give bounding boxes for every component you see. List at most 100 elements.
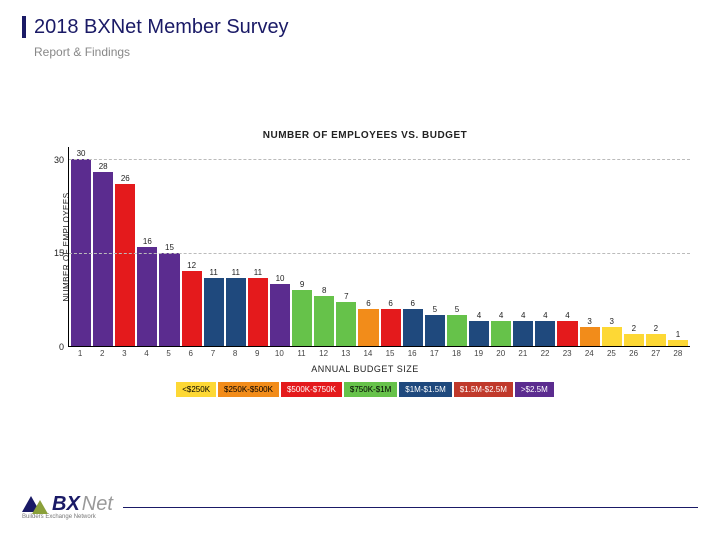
x-tick: 26 <box>624 349 644 358</box>
bar-value-label: 8 <box>322 286 326 295</box>
bar-column: 28 <box>93 147 113 346</box>
x-tick: 5 <box>159 349 179 358</box>
bar-column: 8 <box>314 147 334 346</box>
x-tick: 2 <box>92 349 112 358</box>
x-tick: 27 <box>646 349 666 358</box>
bar <box>624 334 644 346</box>
page-title: 2018 BXNet Member Survey <box>34 16 698 39</box>
bar <box>491 321 511 346</box>
bar-column: 12 <box>182 147 202 346</box>
bar-column: 6 <box>403 147 423 346</box>
gridline <box>69 253 690 254</box>
bar-value-label: 3 <box>587 317 591 326</box>
x-tick: 11 <box>291 349 311 358</box>
bar-column: 26 <box>115 147 135 346</box>
x-tick: 13 <box>336 349 356 358</box>
bars-container: 30282616151211111110987666554444433221 <box>69 147 690 346</box>
bar <box>204 278 224 346</box>
bar <box>93 172 113 346</box>
logo-text-secondary: Net <box>82 493 113 516</box>
bar-column: 11 <box>226 147 246 346</box>
legend-item: >$2.5M <box>515 382 554 397</box>
bar-value-label: 4 <box>565 311 569 320</box>
bar-value-label: 5 <box>433 305 437 314</box>
bar-value-label: 6 <box>388 299 392 308</box>
bar-value-label: 4 <box>499 311 503 320</box>
y-tick: 15 <box>54 248 64 258</box>
x-tick: 6 <box>181 349 201 358</box>
bar-value-label: 11 <box>232 268 240 277</box>
bar-value-label: 9 <box>300 280 304 289</box>
bar <box>248 278 268 346</box>
x-tick: 3 <box>114 349 134 358</box>
legend: <$250K$250K-$500K$500K-$750K$750K-$1M$1M… <box>40 382 690 397</box>
plot-area: NUMBER OF EMPLOYEES 01530 30282616151211… <box>40 147 690 347</box>
x-tick: 19 <box>469 349 489 358</box>
legend-item: $1M-$1.5M <box>399 382 451 397</box>
accent-bar <box>22 16 26 38</box>
bar-column: 11 <box>204 147 224 346</box>
x-tick: 25 <box>601 349 621 358</box>
bar-column: 3 <box>580 147 600 346</box>
x-tick: 10 <box>269 349 289 358</box>
bar-value-label: 6 <box>366 299 370 308</box>
bar-value-label: 30 <box>77 149 86 158</box>
bar-column: 5 <box>425 147 445 346</box>
x-axis-label: ANNUAL BUDGET SIZE <box>40 364 690 374</box>
bar <box>469 321 489 346</box>
x-tick: 8 <box>225 349 245 358</box>
bar <box>226 278 246 346</box>
bar-value-label: 4 <box>477 311 481 320</box>
bar-value-label: 4 <box>521 311 525 320</box>
x-tick: 23 <box>557 349 577 358</box>
bar <box>358 309 378 346</box>
x-tick: 22 <box>535 349 555 358</box>
bar <box>159 253 179 346</box>
legend-item: $750K-$1M <box>344 382 397 397</box>
bar-value-label: 3 <box>609 317 613 326</box>
bar <box>381 309 401 346</box>
legend-item: $250K-$500K <box>218 382 279 397</box>
bar-value-label: 16 <box>143 237 152 246</box>
bar <box>557 321 577 346</box>
bar <box>270 284 290 346</box>
x-tick: 7 <box>203 349 223 358</box>
plot: 30282616151211111110987666554444433221 <box>68 147 690 347</box>
bar-column: 6 <box>358 147 378 346</box>
x-tick: 21 <box>513 349 533 358</box>
bar-value-label: 4 <box>543 311 547 320</box>
logo: BX Net Builders Exchange Network <box>22 493 113 520</box>
bar-value-label: 1 <box>676 330 680 339</box>
bar <box>602 327 622 346</box>
x-tick: 9 <box>247 349 267 358</box>
bar-column: 5 <box>447 147 467 346</box>
x-tick: 1 <box>70 349 90 358</box>
bar <box>115 184 135 346</box>
bar-column: 2 <box>646 147 666 346</box>
bar <box>513 321 533 346</box>
legend-item: $500K-$750K <box>281 382 342 397</box>
y-tick: 30 <box>54 155 64 165</box>
bar <box>580 327 600 346</box>
page-subtitle: Report & Findings <box>34 45 698 59</box>
bar-value-label: 5 <box>455 305 459 314</box>
bar-column: 11 <box>248 147 268 346</box>
bar-column: 4 <box>469 147 489 346</box>
bar-value-label: 15 <box>165 243 174 252</box>
bar-value-label: 2 <box>654 324 658 333</box>
bar <box>137 247 157 347</box>
bar-value-label: 6 <box>410 299 414 308</box>
logo-icon <box>22 494 48 516</box>
bar-column: 7 <box>336 147 356 346</box>
x-tick: 4 <box>136 349 156 358</box>
bar-column: 6 <box>381 147 401 346</box>
footer: BX Net Builders Exchange Network <box>22 493 698 520</box>
bar <box>314 296 334 346</box>
bar-column: 4 <box>513 147 533 346</box>
bar-value-label: 12 <box>187 261 196 270</box>
x-tick: 16 <box>402 349 422 358</box>
y-tick: 0 <box>59 342 64 352</box>
x-tick: 18 <box>446 349 466 358</box>
bar <box>403 309 423 346</box>
bar <box>292 290 312 346</box>
